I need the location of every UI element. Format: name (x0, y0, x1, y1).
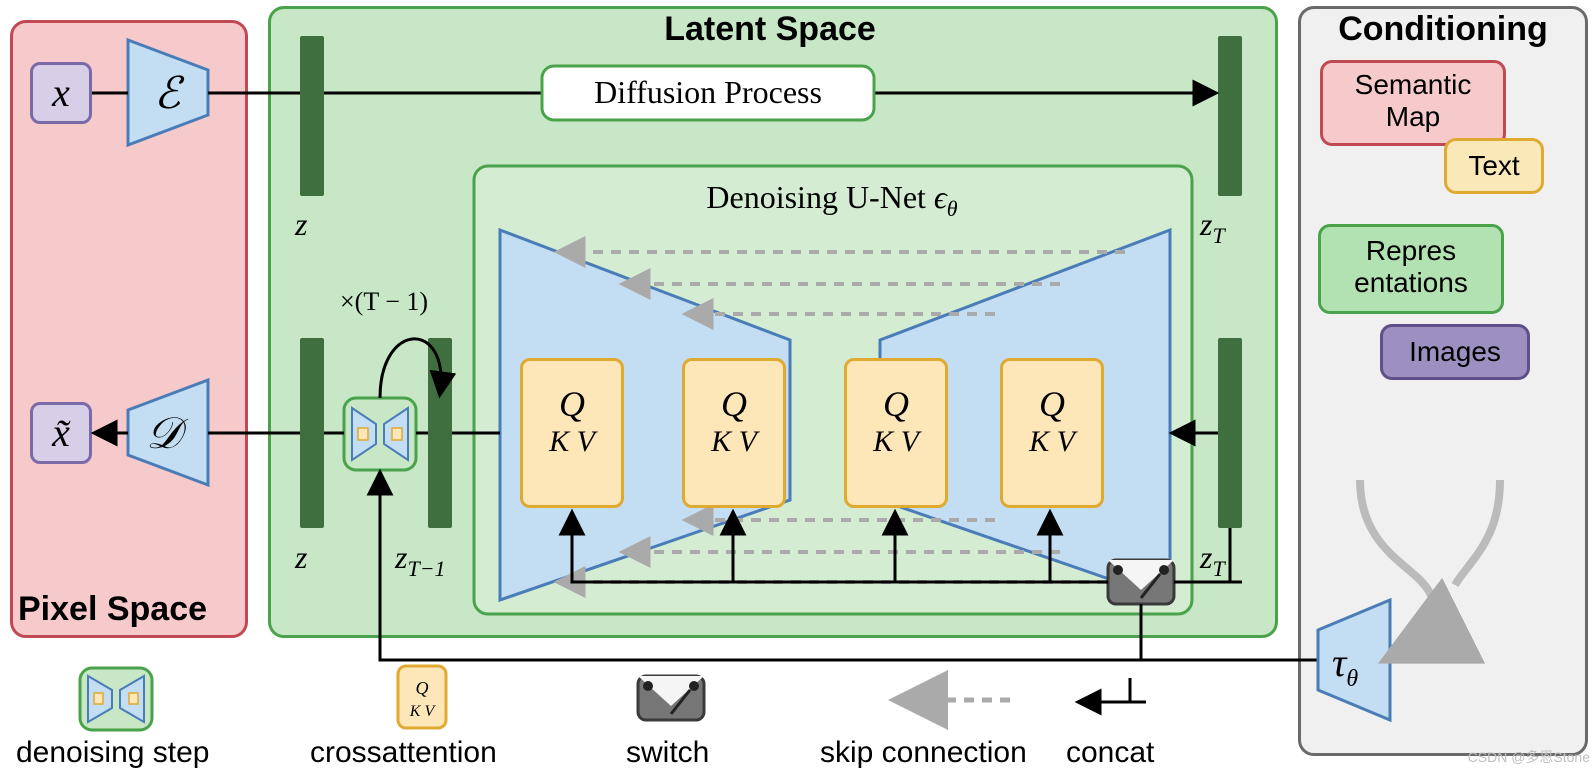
semantic-map-box: Semantic Map (1320, 60, 1506, 146)
legend-switch-icon (638, 676, 704, 720)
latent-space-panel (268, 6, 1278, 638)
svg-text:Q: Q (416, 678, 429, 698)
text-box: Text (1444, 138, 1544, 194)
diagram-stage: Conditioning Latent Space Pixel Space x … (0, 0, 1596, 771)
legend-concat-text: concat (1066, 736, 1154, 770)
legend-denoise-icon (80, 668, 152, 730)
semantic-label-2: Map (1386, 101, 1440, 132)
conditioning-title: Conditioning (1308, 10, 1578, 49)
qkv-block-2: Q K V (682, 358, 786, 508)
x-tilde-box: x̃ (30, 402, 92, 464)
legend-qkv-icon (398, 666, 446, 728)
svg-text:K V: K V (409, 703, 437, 720)
text-label: Text (1468, 150, 1519, 181)
q-label: Q (1003, 383, 1101, 425)
q-label: Q (847, 383, 945, 425)
semantic-label-1: Semantic (1355, 69, 1472, 100)
legend-concat-icon (1080, 678, 1130, 702)
images-label: Images (1409, 336, 1501, 367)
legend-denoise-text: denoising step (16, 736, 209, 770)
qkv-block-3: Q K V (844, 358, 948, 508)
pixel-space-title: Pixel Space (18, 590, 207, 629)
x-box: x (30, 62, 92, 124)
q-label: Q (685, 383, 783, 425)
legend-switch-text: switch (626, 736, 709, 770)
latent-space-title: Latent Space (540, 10, 1000, 49)
repr-label-1: Repres (1366, 235, 1456, 266)
repr-label-2: entations (1354, 267, 1468, 298)
kv-label: K V (1003, 425, 1101, 459)
kv-label: K V (523, 425, 621, 459)
x-label: x (52, 70, 70, 115)
qkv-block-1: Q K V (520, 358, 624, 508)
q-label: Q (523, 383, 621, 425)
legend-skip-text: skip connection (820, 736, 1027, 770)
watermark: CSDN @多恩Stone (1468, 747, 1590, 767)
kv-label: K V (685, 425, 783, 459)
kv-label: K V (847, 425, 945, 459)
qkv-block-4: Q K V (1000, 358, 1104, 508)
representations-box: Repres entations (1318, 224, 1504, 314)
images-box: Images (1380, 324, 1530, 380)
x-tilde-label: x̃ (52, 410, 70, 455)
legend-cross-text: crossattention (310, 736, 497, 770)
